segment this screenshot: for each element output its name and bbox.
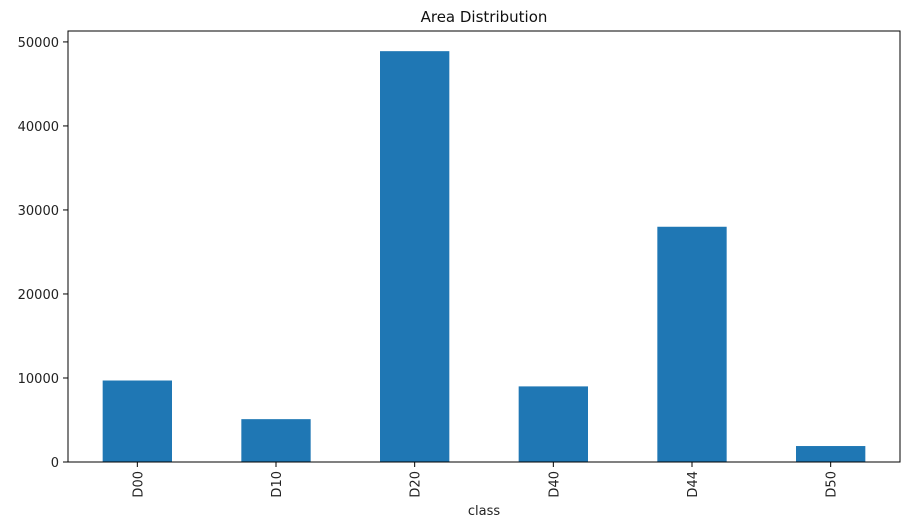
- bars-group: [102, 51, 866, 462]
- y-tick-label: 50000: [18, 36, 59, 51]
- chart-title: Area Distribution: [421, 8, 548, 26]
- x-tick-label: D00: [131, 471, 146, 498]
- x-axis-ticks: D00 D10 D20 D40 D44 D50: [131, 462, 840, 498]
- y-tick-label: 0: [51, 456, 59, 471]
- bar-d50: [796, 446, 866, 462]
- x-tick-label: D40: [547, 471, 562, 498]
- y-tick-label: 10000: [18, 372, 59, 387]
- x-tick-label: D44: [686, 471, 701, 498]
- x-axis-label: class: [468, 504, 500, 519]
- bar-d00: [102, 380, 172, 462]
- x-tick-label: D20: [409, 471, 424, 498]
- plot-frame: [67, 30, 901, 463]
- y-tick-label: 40000: [18, 120, 59, 135]
- bar-d10: [241, 419, 311, 462]
- bar-d44: [657, 226, 727, 462]
- y-tick-label: 30000: [18, 204, 59, 219]
- y-axis-ticks: 0 10000 20000 30000 40000 50000: [18, 36, 68, 471]
- bar-d40: [518, 386, 588, 462]
- bar-d20: [380, 51, 450, 462]
- x-tick-label: D50: [825, 471, 840, 498]
- x-tick-label: D10: [270, 471, 285, 498]
- y-tick-label: 20000: [18, 288, 59, 303]
